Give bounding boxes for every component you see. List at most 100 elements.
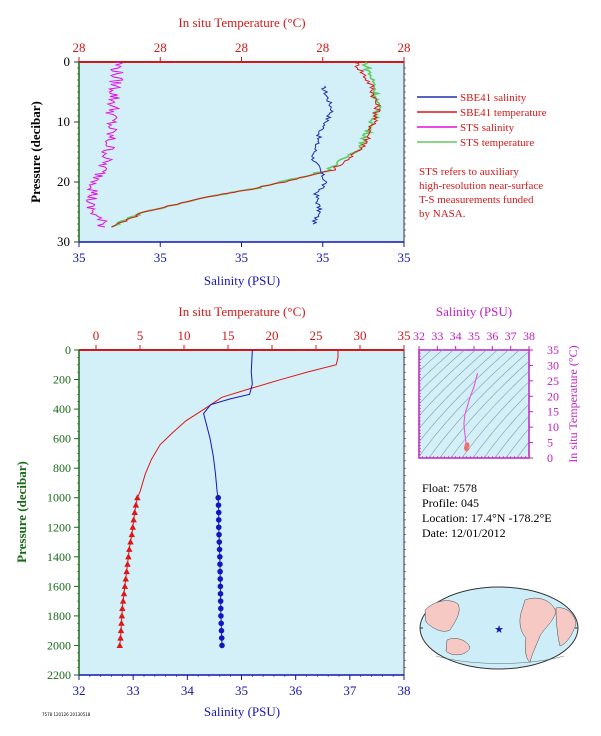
figure-canvas: In situ Temperature (°C) 28 28 28 28 28 35 35…	[0, 0, 601, 736]
float-info: Float: 7578 Profile: 045 Location: 17.4°…	[422, 481, 552, 540]
ts-right-axis-title: In situ Temperature (°C)	[566, 345, 580, 462]
main-chart-bottom-tick-label: 36	[289, 683, 303, 698]
main-chart-top-tick-label: 0	[93, 328, 100, 343]
main-chart-y-tick-label: 0	[65, 343, 71, 357]
ts-right-tick-label: 5	[547, 436, 553, 450]
main-chart-y-tick-label: 400	[53, 402, 71, 416]
main-chart-y-tick-label: 1000	[47, 491, 71, 505]
sts-note-line-4: by NASA.	[419, 208, 466, 220]
main-salinity-marker	[215, 495, 221, 501]
main-chart-bottom-ticks: 32 33 34 35 36 37 38	[73, 675, 411, 698]
top-chart-bottom-tick-label: 35	[73, 250, 86, 265]
main-salinity-marker	[216, 532, 222, 538]
main-salinity-marker	[219, 643, 225, 649]
top-chart-top-tick-label: 28	[316, 40, 329, 55]
top-chart-y-tick-label: 30	[57, 234, 70, 249]
top-chart-bottom-ticks: 35 35 35 35 35	[73, 242, 411, 265]
top-chart-bottom-tick-label: 35	[398, 250, 411, 265]
ts-top-axis-title: Salinity (PSU)	[436, 304, 512, 319]
main-salinity-marker	[218, 613, 224, 619]
main-chart-plot-area	[79, 350, 404, 675]
main-salinity-marker	[217, 569, 223, 575]
footer-id: 7578 120126 20130518	[42, 712, 91, 717]
main-salinity-marker	[216, 517, 222, 523]
sts-note-line-1: STS refers to auxiliary	[419, 166, 519, 178]
ts-top-tick-label: 35	[468, 329, 480, 343]
main-salinity-marker	[217, 561, 223, 567]
main-chart-y-tick-label: 1200	[47, 520, 71, 534]
legend-label-sbe41-temperature: SBE41 temperature	[460, 107, 547, 119]
top-chart-top-axis-title: In situ Temperature (°C)	[178, 15, 305, 30]
float-id: Float: 7578	[422, 481, 477, 495]
ts-top-tick-label: 34	[450, 329, 462, 343]
main-salinity-marker	[216, 524, 222, 530]
main-chart-y-tick-label: 1600	[47, 579, 71, 593]
main-salinity-marker	[217, 554, 223, 560]
legend-label-sts-salinity: STS salinity	[460, 122, 515, 134]
main-chart-y-axis-title: Pressure (decibar)	[14, 461, 29, 563]
top-chart-bottom-tick-label: 35	[316, 250, 329, 265]
main-salinity-marker	[219, 635, 225, 641]
main-chart-y-tick-label: 200	[53, 373, 71, 387]
main-chart-top-tick-label: 30	[354, 328, 367, 343]
ts-top-tick-label: 36	[486, 329, 498, 343]
main-chart-top-tick-label: 35	[398, 328, 411, 343]
main-salinity-marker	[216, 539, 222, 545]
legend-label-sbe41-salinity: SBE41 salinity	[460, 92, 527, 104]
main-chart-y-tick-label: 2200	[47, 668, 71, 682]
main-salinity-marker	[217, 547, 223, 553]
main-chart-bottom-tick-label: 38	[398, 683, 411, 698]
ts-right-tick-label: 35	[547, 343, 559, 357]
top-chart-y-tick-label: 10	[57, 114, 70, 129]
ts-deep-marker	[466, 442, 470, 446]
main-chart-top-tick-label: 20	[266, 328, 279, 343]
top-chart-y-tick-label: 0	[64, 54, 71, 69]
ts-right-tick-label: 30	[547, 358, 559, 372]
top-chart: In situ Temperature (°C) 28 28 28 28 28 35 35…	[28, 15, 411, 288]
main-chart-top-tick-label: 10	[178, 328, 191, 343]
ts-right-tick-label: 0	[547, 451, 553, 465]
ts-right-tick-label: 25	[547, 374, 559, 388]
main-salinity-marker	[218, 584, 224, 590]
main-chart-bottom-tick-label: 34	[181, 683, 195, 698]
main-chart-bottom-tick-label: 33	[127, 683, 140, 698]
profile-number: Profile: 045	[422, 496, 479, 510]
ts-top-tick-label: 38	[523, 329, 535, 343]
ts-top-tick-label: 37	[505, 329, 517, 343]
ts-density-contour	[521, 340, 601, 468]
main-chart-bottom-tick-label: 32	[73, 683, 86, 698]
main-chart-y-tick-label: 600	[53, 432, 71, 446]
ts-top-tick-label: 33	[431, 329, 443, 343]
main-salinity-marker	[216, 502, 222, 508]
top-chart-bottom-axis-title: Salinity (PSU)	[204, 273, 280, 288]
top-chart-legend: SBE41 salinity SBE41 temperature STS sal…	[417, 92, 547, 149]
ts-top-tick-label: 32	[413, 329, 425, 343]
main-salinity-marker	[216, 510, 222, 516]
ts-right-tick-label: 10	[547, 420, 559, 434]
main-salinity-marker	[218, 591, 224, 597]
top-chart-top-ticks: 28 28 28 28 28	[73, 40, 411, 62]
main-salinity-marker	[218, 598, 224, 604]
main-chart-y-tick-label: 800	[53, 461, 71, 475]
legend-label-sts-temperature: STS temperature	[460, 137, 534, 149]
ts-right-tick-label: 20	[547, 389, 559, 403]
ts-top-ticks: 32 33 34 35 36 37 38	[413, 329, 535, 350]
float-position-marker-icon: ★	[494, 623, 504, 636]
sts-note: STS refers to auxiliary high-resolution …	[419, 166, 543, 220]
top-chart-top-tick-label: 28	[398, 40, 411, 55]
main-chart-bottom-tick-label: 37	[343, 683, 357, 698]
main-chart-y-tick-label: 1400	[47, 550, 71, 564]
profile-date: Date: 12/01/2012	[422, 526, 506, 540]
ts-right-tick-label: 15	[547, 405, 559, 419]
top-chart-top-tick-label: 28	[235, 40, 248, 55]
top-chart-top-tick-label: 28	[73, 40, 86, 55]
float-location: Location: 17.4°N -178.2°E	[422, 511, 552, 525]
main-chart-y-tick-label: 2000	[47, 638, 71, 652]
main-salinity-marker	[219, 628, 225, 634]
sts-note-line-2: high-resolution near-surface	[419, 180, 543, 192]
world-map: ★	[420, 587, 578, 669]
sts-note-line-3: T-S measurements funded	[419, 194, 534, 206]
main-chart-bottom-axis-title: Salinity (PSU)	[204, 704, 280, 719]
main-chart-bottom-tick-label: 35	[235, 683, 248, 698]
top-chart-top-tick-label: 28	[154, 40, 167, 55]
